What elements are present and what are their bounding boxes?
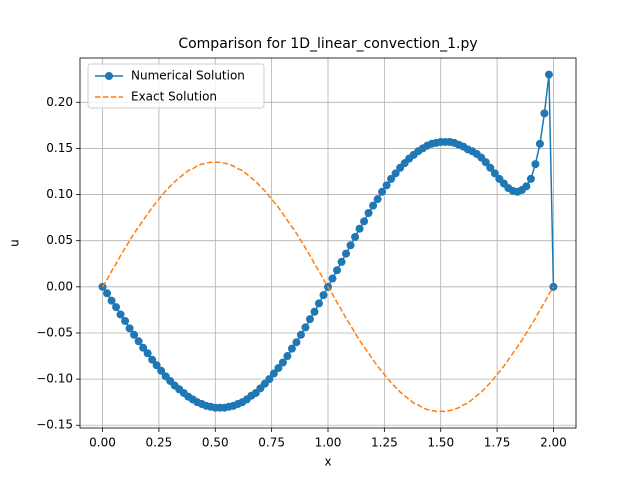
legend-marker	[105, 72, 113, 80]
x-tick-label: 1.00	[315, 436, 342, 450]
x-tick-label: 0.00	[89, 436, 116, 450]
x-tick-label: 0.25	[146, 436, 173, 450]
y-axis-label: u	[8, 239, 22, 247]
axes-frame	[79, 57, 577, 429]
y-tick-label: −0.10	[36, 372, 73, 386]
data-point	[360, 217, 369, 226]
x-axis-label: x	[324, 455, 331, 469]
y-tick-label: 0.05	[46, 233, 73, 247]
data-point	[274, 364, 283, 373]
data-point	[283, 352, 292, 361]
data-point	[301, 323, 310, 332]
data-point	[486, 163, 495, 172]
data-point	[378, 187, 387, 196]
data-point	[139, 343, 148, 352]
data-point	[143, 349, 152, 358]
data-point	[148, 355, 157, 364]
legend-box	[87, 63, 265, 109]
chart-title: Comparison for 1D_linear_convection_1.py	[178, 36, 477, 52]
data-point	[337, 257, 346, 266]
data-point	[305, 315, 314, 324]
data-point	[152, 361, 161, 370]
y-tick-label: −0.05	[36, 325, 73, 339]
data-point	[116, 310, 125, 319]
series-line	[101, 161, 555, 413]
data-point	[346, 241, 355, 250]
data-point	[134, 337, 143, 346]
x-tick-label: 1.50	[427, 436, 454, 450]
x-tick-label: 1.75	[484, 436, 511, 450]
data-point	[351, 233, 360, 242]
legend-label: Numerical Solution	[131, 69, 245, 83]
data-point	[265, 375, 274, 384]
data-point	[490, 169, 499, 178]
data-point	[328, 274, 337, 283]
data-point	[287, 344, 296, 353]
data-point	[107, 296, 116, 305]
data-point	[549, 282, 558, 291]
data-point	[373, 195, 382, 204]
data-point	[310, 307, 319, 316]
data-point	[355, 224, 364, 233]
data-point	[544, 70, 553, 79]
data-point	[125, 324, 134, 333]
data-point	[382, 181, 391, 190]
data-point	[391, 169, 400, 178]
data-point	[369, 201, 378, 210]
data-point	[387, 174, 396, 183]
data-point	[269, 369, 278, 378]
data-point	[540, 109, 549, 118]
data-point	[98, 282, 107, 291]
x-tick-label: 0.50	[202, 436, 229, 450]
data-point	[481, 158, 490, 167]
data-point	[130, 330, 139, 339]
data-point	[333, 266, 342, 275]
data-point	[526, 174, 535, 183]
data-point	[292, 338, 301, 347]
data-point	[103, 289, 112, 298]
data-point	[364, 209, 373, 218]
y-tick-label: 0.10	[46, 187, 73, 201]
data-point	[535, 139, 544, 148]
data-point	[121, 316, 130, 325]
y-tick-label: 0.15	[46, 141, 73, 155]
data-point	[157, 366, 166, 375]
y-tick-label: −0.15	[36, 418, 73, 432]
x-tick-label: 2.00	[540, 436, 567, 450]
data-point	[319, 291, 328, 300]
data-point	[342, 249, 351, 258]
data-point	[314, 299, 323, 308]
data-point	[296, 330, 305, 339]
data-point	[522, 182, 531, 191]
legend-label: Exact Solution	[131, 90, 217, 104]
data-point	[531, 160, 540, 169]
data-point	[278, 358, 287, 367]
x-tick-label: 1.25	[371, 436, 398, 450]
y-tick-label: 0.00	[46, 279, 73, 293]
y-tick-label: 0.20	[46, 95, 73, 109]
x-tick-label: 0.75	[258, 436, 285, 450]
data-point	[112, 303, 121, 312]
